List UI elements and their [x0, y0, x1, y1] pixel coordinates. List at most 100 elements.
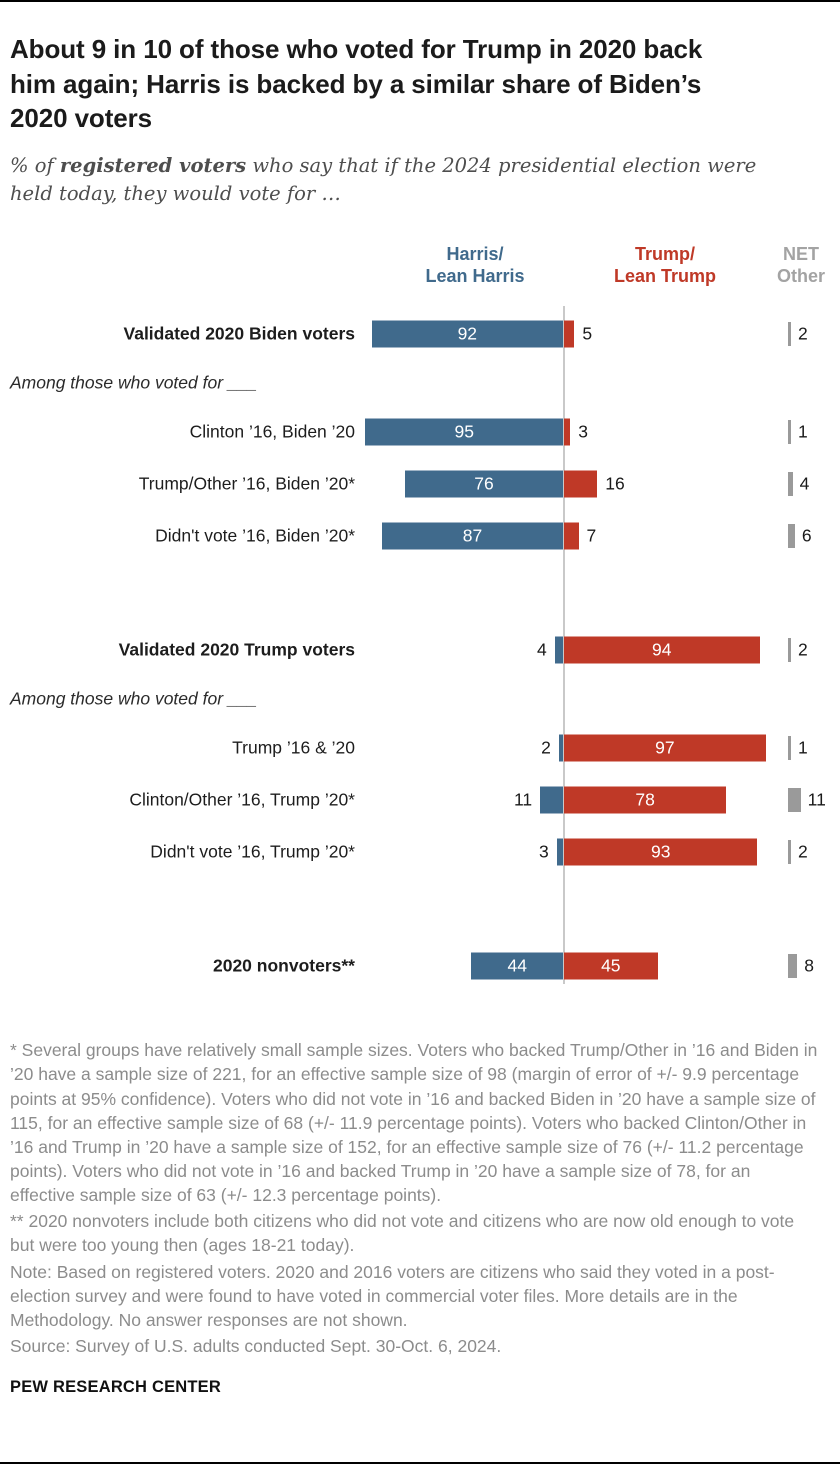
- spacer-row: [10, 562, 830, 624]
- net-other-bar: [788, 788, 801, 813]
- chart-row: Trump ’16 & ’20 2 97 1: [10, 722, 830, 774]
- harris-value: 87: [462, 525, 483, 546]
- chart-row: Validated 2020 Trump voters 4 94 2: [10, 624, 830, 676]
- footer-brand: PEW RESEARCH CENTER: [10, 1378, 221, 1397]
- trump-value: 94: [652, 639, 672, 660]
- column-header-harris-line2: Lean Harris: [425, 266, 525, 287]
- trump-bar: 93: [564, 838, 758, 866]
- net-other-bar: [788, 472, 793, 497]
- footnote-asterisk: * Several groups have relatively small s…: [10, 1040, 818, 1206]
- row-label: Didn't vote ’16, Biden ’20*: [155, 525, 355, 546]
- harris-value: 4: [536, 639, 547, 660]
- row-label: 2020 nonvoters**: [212, 955, 355, 976]
- trump-bar: [564, 418, 571, 446]
- net-other-bar: [788, 524, 795, 549]
- harris-value: 44: [507, 955, 527, 976]
- section-label: Among those who voted for ___: [10, 688, 258, 709]
- section-row: Among those who voted for ___: [10, 676, 830, 722]
- trump-value: 16: [605, 473, 625, 494]
- chart-row: Didn't vote ’16, Biden ’20* 87 7 6: [10, 510, 830, 562]
- trump-value: 5: [582, 323, 593, 344]
- chart-row: Trump/Other ’16, Biden ’20* 76 16 4: [10, 458, 830, 510]
- trump-bar: 78: [564, 786, 727, 814]
- row-label: Validated 2020 Trump voters: [118, 639, 355, 660]
- subtitle-bold-phrase: registered voters: [59, 153, 247, 177]
- trump-bar: 94: [564, 636, 760, 664]
- row-label: Trump/Other ’16, Biden ’20*: [138, 473, 355, 494]
- net-other-value: 4: [799, 473, 810, 494]
- trump-value: 45: [601, 955, 621, 976]
- net-other-value: 2: [798, 323, 808, 344]
- column-header-net-other: NET Other: [768, 244, 834, 288]
- row-label: Didn't vote ’16, Trump ’20*: [150, 841, 355, 862]
- harris-bar: 87: [382, 522, 563, 550]
- net-other-value: 1: [798, 737, 808, 758]
- harris-bar: 76: [404, 470, 563, 498]
- net-other-value: 8: [804, 955, 814, 976]
- footnote-source: Source: Survey of U.S. adults conducted …: [10, 1335, 502, 1356]
- chart-row: 2020 nonvoters** 44 45 8: [10, 940, 830, 992]
- diverging-bar-chart: Harris/Lean Harris Trump/Lean Trump NET O…: [10, 244, 830, 992]
- subtitle-suffix: who say that if the 2024 presidential el…: [10, 153, 757, 205]
- harris-bar: 44: [471, 952, 563, 980]
- column-header-trump-line2: Lean Trump: [613, 266, 716, 287]
- column-headers: Harris/Lean Harris Trump/Lean Trump NET O…: [10, 244, 830, 308]
- row-label: Clinton/Other ’16, Trump ’20*: [129, 789, 355, 810]
- trump-bar: 97: [564, 734, 766, 762]
- trump-value: 3: [578, 421, 588, 442]
- chart-row: Clinton/Other ’16, Trump ’20* 11 78 11: [10, 774, 830, 826]
- harris-bar: 92: [371, 320, 563, 348]
- net-other-value: 11: [807, 789, 826, 810]
- harris-bar: [556, 838, 563, 866]
- trump-value: 7: [586, 525, 597, 546]
- net-other-bar: [788, 322, 791, 347]
- harris-value: 92: [457, 323, 478, 344]
- chart-row: Clinton ’16, Biden ’20 95 3 1: [10, 406, 830, 458]
- bottom-border: [0, 1462, 840, 1464]
- net-other-value: 6: [801, 525, 812, 546]
- harris-bar: [540, 786, 563, 814]
- net-other-bar: [788, 638, 791, 663]
- row-label: Trump ’16 & ’20: [232, 737, 355, 758]
- column-header-harris-line1: Harris/: [446, 244, 504, 265]
- bottom-spacer: [0, 1423, 840, 1462]
- page: About 9 in 10 of those who voted for Tru…: [0, 2, 840, 1423]
- row-label: Clinton ’16, Biden ’20: [189, 421, 355, 442]
- top-border: [0, 0, 840, 2]
- chart-rows: Validated 2020 Biden voters 92 5 2 Among tho…: [10, 308, 830, 992]
- chart-title: About 9 in 10 of those who voted for Tru…: [10, 34, 703, 134]
- net-other-bar: [788, 954, 798, 979]
- harris-bar: 95: [365, 418, 563, 446]
- harris-value: 3: [539, 841, 549, 862]
- harris-value: 76: [474, 473, 494, 494]
- net-other-value: 2: [798, 841, 808, 862]
- net-other-bar: [788, 420, 791, 445]
- column-header-net-line2: Other: [776, 266, 825, 287]
- column-header-trump-line1: Trump/: [634, 244, 695, 265]
- axis-line: [563, 306, 565, 985]
- trump-bar: [564, 470, 598, 498]
- column-header-trump: Trump/Lean Trump: [575, 244, 755, 288]
- trump-bar: [564, 320, 575, 348]
- footnotes: * Several groups have relatively small s…: [10, 1038, 820, 1358]
- column-header-harris: Harris/Lean Harris: [375, 244, 575, 288]
- net-other-value: 2: [798, 639, 808, 660]
- harris-bar: [558, 734, 563, 762]
- trump-value: 78: [635, 789, 655, 810]
- column-header-net-line1: NET: [783, 244, 819, 265]
- trump-value: 97: [655, 737, 675, 758]
- trump-value: 93: [650, 841, 671, 862]
- trump-bar: 45: [564, 952, 658, 980]
- chart-row: Validated 2020 Biden voters 92 5 2: [10, 308, 830, 360]
- section-row: Among those who voted for ___: [10, 360, 830, 406]
- trump-bar: [564, 522, 579, 550]
- chart-row: Didn't vote ’16, Trump ’20* 3 93 2: [10, 826, 830, 878]
- harris-bar: [554, 636, 563, 664]
- footnote-note: Note: Based on registered voters. 2020 a…: [10, 1261, 775, 1330]
- section-label: Among those who voted for ___: [10, 372, 258, 393]
- spacer-row: [10, 878, 830, 940]
- footnote-double-asterisk: ** 2020 nonvoters include both citizens …: [10, 1211, 795, 1256]
- chart-subtitle: % of registered voters who say that if t…: [10, 152, 780, 209]
- net-other-bar: [788, 840, 791, 865]
- harris-value: 2: [541, 737, 551, 758]
